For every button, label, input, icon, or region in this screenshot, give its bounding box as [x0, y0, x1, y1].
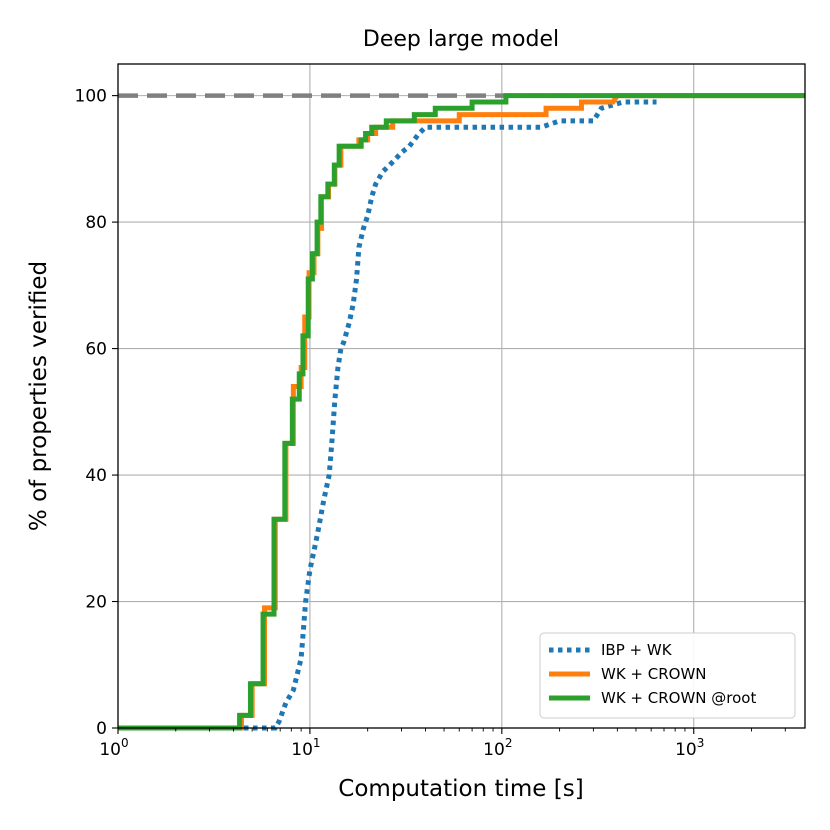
y-tick-label: 60 — [85, 340, 107, 360]
legend-entries: IBP + WK WK + CROWN WK + CROWN @root — [549, 641, 756, 707]
legend-label: WK + CROWN @root — [601, 689, 756, 707]
legend-label: IBP + WK — [601, 641, 673, 659]
legend-label: WK + CROWN — [601, 665, 707, 683]
x-axis-ticks: 100 101 102 103 — [99, 728, 786, 760]
x-axis-label: Computation time [s] — [338, 776, 583, 802]
y-axis-label: % of properties verified — [26, 261, 52, 531]
x-tick-label: 101 — [291, 736, 320, 760]
y-tick-label: 100 — [75, 87, 107, 107]
plot-frame — [117, 63, 806, 729]
grid-lines — [118, 64, 805, 728]
series-line-1 — [118, 99, 657, 731]
chart-title: Deep large model — [363, 27, 559, 52]
y-tick-label: 20 — [85, 593, 107, 613]
series-line-3 — [118, 93, 805, 731]
y-axis-ticks: 0 20 40 60 80 100 — [75, 87, 118, 739]
y-tick-label: 80 — [85, 213, 107, 233]
y-tick-label: 40 — [85, 466, 107, 486]
series-layer — [118, 93, 805, 731]
x-tick-label: 102 — [483, 736, 512, 760]
y-tick-label: 0 — [96, 719, 107, 739]
x-tick-label: 103 — [675, 736, 704, 760]
legend: IBP + WK WK + CROWN WK + CROWN @root — [539, 632, 796, 719]
legend-box — [539, 632, 796, 719]
x-tick-label: 100 — [99, 736, 128, 760]
